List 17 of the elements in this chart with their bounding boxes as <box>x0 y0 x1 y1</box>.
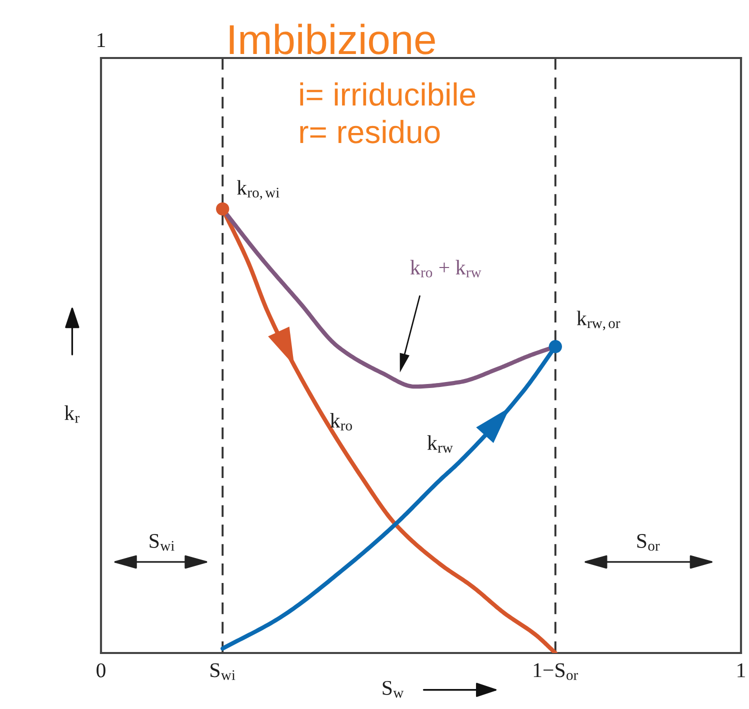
series-label: k$_{ro,wi}$ <box>236 180 280 200</box>
text: r= residuo <box>300 120 440 144</box>
x-tick-label: 0 <box>96 663 106 678</box>
series-label: k$_{ro}$ <box>330 413 352 430</box>
x-tick-label: 1 <box>738 663 745 678</box>
x-tick-label: S$_{wi}$ <box>210 663 236 680</box>
text: 1 <box>98 33 105 47</box>
series-label: k$_{rw}$ <box>427 435 453 453</box>
text: i= irriducibile <box>300 82 476 106</box>
series-label: k$_{rw,or}$ <box>576 310 620 330</box>
chart-title: Imbibizione <box>230 24 435 54</box>
text: k$_{ro}$ + k$_{rw}$ <box>410 260 482 278</box>
annotation: S$_{or}$ <box>637 534 660 551</box>
x-tick-label: 1−S$_{or}$ <box>534 663 578 680</box>
x-axis-title: S$_{w}$ <box>382 680 404 698</box>
annotation: S$_{wi}$ <box>150 534 174 551</box>
y-axis-title: k$_{r}$ <box>64 405 80 423</box>
